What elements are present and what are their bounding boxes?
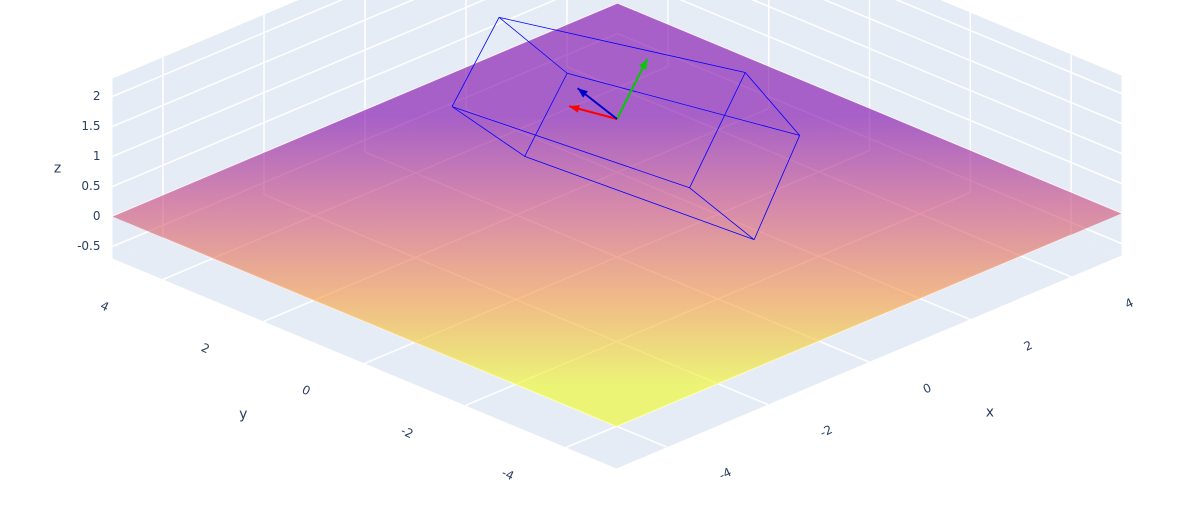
grid-line (751, 0, 1122, 155)
grid-line (679, 0, 1122, 185)
arrow-head (577, 88, 588, 98)
z-tick-label: 1 (93, 149, 101, 163)
box-edge (689, 187, 755, 240)
y-tick-label: 0 (300, 382, 313, 398)
arrow-shaft (616, 58, 649, 120)
z-tick-label: 0 (93, 209, 101, 223)
grid-line (112, 0, 344, 98)
y-tick-label: -2 (399, 423, 416, 441)
box-edge (744, 72, 800, 136)
z-axis-title: z (54, 161, 61, 177)
box-edge (499, 16, 746, 73)
z-tick-label: 2 (93, 89, 101, 103)
box-edge (753, 135, 801, 240)
y-tick-label: 2 (199, 340, 212, 356)
box-edge (567, 72, 800, 136)
surface (112, 3, 1122, 427)
box-edge (524, 73, 568, 157)
box-edge (524, 155, 755, 241)
x-tick-label: 4 (1123, 295, 1136, 311)
y-tick-label: 4 (98, 298, 111, 314)
box-edge (498, 17, 568, 74)
x-tick-label: 0 (921, 381, 934, 397)
arrow-head (639, 58, 648, 70)
x-axis-title: x (986, 404, 994, 420)
grid-line (112, 0, 557, 188)
box-edge (689, 72, 746, 188)
y-tick-label: -4 (499, 465, 516, 483)
grid-line (895, 0, 1122, 95)
box-edge (451, 17, 500, 107)
z-tick-label: -0.5 (77, 239, 100, 253)
x-tick-label: 2 (1022, 338, 1035, 354)
grid-line (112, 0, 415, 128)
x-tick-label: -2 (818, 422, 835, 440)
z-tick-label: 1.5 (81, 119, 100, 133)
z-tick-label: 0.5 (81, 179, 100, 193)
box-edge (451, 106, 525, 157)
x-tick-label: -4 (717, 465, 734, 483)
box-edge (451, 106, 690, 189)
y-axis-title: y (239, 407, 247, 423)
arrow-head (569, 104, 580, 113)
grid-line (823, 0, 1122, 125)
grid-line (112, 0, 486, 158)
